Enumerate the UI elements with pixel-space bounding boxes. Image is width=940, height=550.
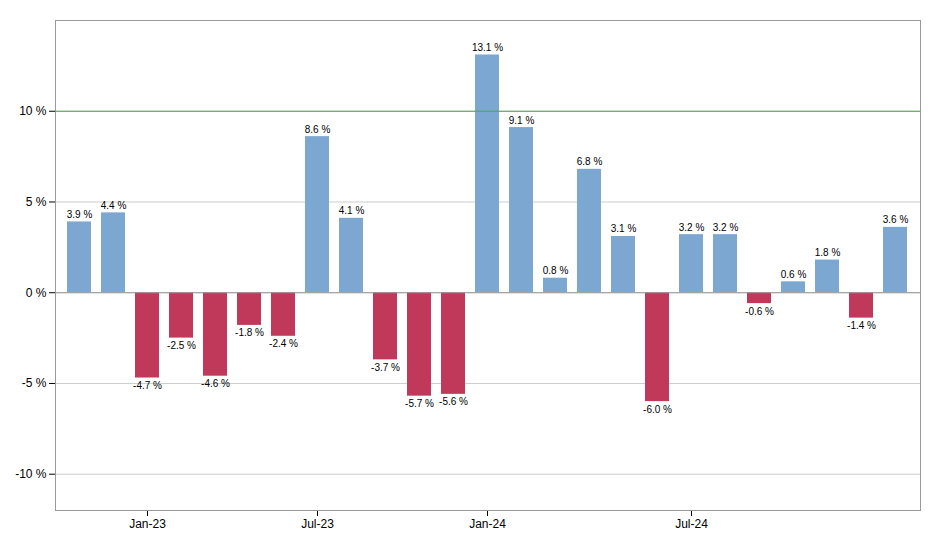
svg-text:0.6 %: 0.6 % [781,269,807,280]
svg-text:10 %: 10 % [19,104,47,118]
svg-text:Jul-24: Jul-24 [675,517,708,531]
svg-text:-4.6 %: -4.6 % [201,378,230,389]
svg-text:-5 %: -5 % [22,376,47,390]
svg-text:13.1 %: 13.1 % [472,42,503,53]
svg-text:-3.7 %: -3.7 % [371,362,400,373]
svg-text:6.8 %: 6.8 % [577,156,603,167]
svg-text:-10 %: -10 % [15,467,47,481]
svg-text:4.4 %: 4.4 % [101,200,127,211]
svg-text:-2.4 %: -2.4 % [269,338,298,349]
svg-text:0.8 %: 0.8 % [543,265,569,276]
svg-text:3.9 %: 3.9 % [67,209,93,220]
svg-text:Jan-24: Jan-24 [469,517,506,531]
svg-text:-1.8 %: -1.8 % [235,327,264,338]
svg-text:-4.7 %: -4.7 % [133,380,162,391]
svg-text:-6.0 %: -6.0 % [643,404,672,415]
svg-text:-5.6 %: -5.6 % [439,396,468,407]
svg-text:3.2 %: 3.2 % [679,222,705,233]
svg-text:Jan-23: Jan-23 [129,517,166,531]
svg-text:9.1 %: 9.1 % [509,115,535,126]
svg-text:-0.6 %: -0.6 % [745,306,774,317]
svg-text:3.6 %: 3.6 % [883,214,909,225]
svg-text:3.1 %: 3.1 % [611,223,637,234]
svg-text:-2.5 %: -2.5 % [167,340,196,351]
svg-text:-5.7 %: -5.7 % [405,398,434,409]
svg-text:1.8 %: 1.8 % [815,247,841,258]
svg-text:4.1 %: 4.1 % [339,205,365,216]
svg-text:5 %: 5 % [26,195,47,209]
svg-text:-1.4 %: -1.4 % [847,320,876,331]
svg-text:Jul-23: Jul-23 [301,517,334,531]
svg-text:3.2 %: 3.2 % [713,222,739,233]
svg-text:0 %: 0 % [26,286,47,300]
svg-text:8.6 %: 8.6 % [305,124,331,135]
